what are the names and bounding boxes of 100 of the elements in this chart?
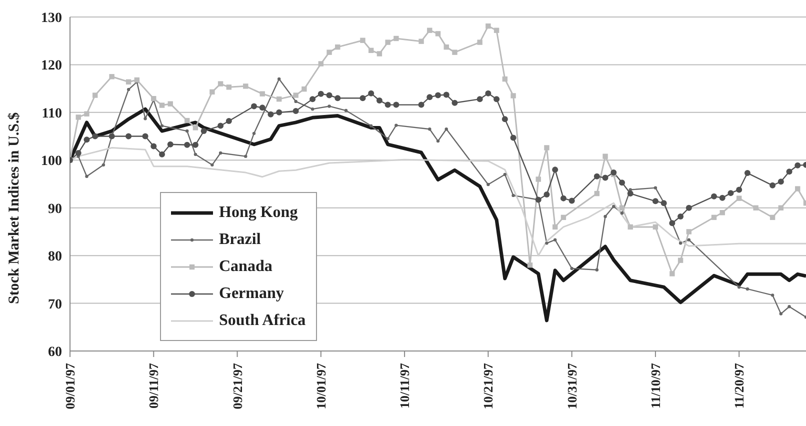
point [109, 74, 114, 80]
point [510, 93, 516, 98]
x-tick-label: 11/20/97 [732, 362, 747, 409]
point [134, 77, 140, 83]
point [159, 102, 165, 108]
legend-label: Germany [219, 284, 284, 302]
point [604, 214, 607, 218]
x-tick-label: 11/10/97 [648, 362, 663, 409]
point [126, 88, 130, 92]
point [418, 38, 424, 44]
point [302, 86, 307, 92]
point [310, 107, 314, 111]
point [428, 128, 432, 131]
point [686, 229, 692, 234]
point [778, 205, 784, 210]
point [252, 132, 256, 136]
point [560, 214, 566, 220]
point [277, 77, 281, 81]
point [512, 194, 515, 198]
point [192, 125, 198, 130]
y-tick-label: 90 [48, 202, 62, 217]
point [243, 84, 248, 89]
x-tick-label: 10/11/97 [397, 362, 412, 409]
point [753, 205, 758, 210]
point [779, 312, 783, 316]
point [144, 117, 147, 120]
point [687, 238, 691, 242]
point [678, 258, 684, 263]
x-tick-label: 09/01/97 [62, 362, 78, 410]
point [436, 139, 440, 143]
point [654, 186, 658, 190]
point [536, 176, 541, 182]
x-tick-label: 10/21/97 [480, 362, 496, 410]
point [494, 28, 500, 33]
point [486, 23, 491, 29]
point [711, 214, 717, 220]
point [746, 287, 750, 291]
point [619, 205, 625, 210]
point [394, 36, 399, 42]
point [737, 285, 741, 289]
point [386, 137, 390, 140]
point [527, 262, 533, 268]
y-tick-label: 80 [48, 250, 62, 265]
point [360, 38, 366, 43]
point [260, 91, 265, 96]
y-tick-label: 100 [41, 154, 62, 170]
x-tick-label: 10/01/97 [313, 362, 328, 410]
point [427, 28, 432, 33]
point [444, 128, 448, 131]
point [788, 305, 791, 308]
point [595, 268, 599, 272]
point [185, 129, 189, 133]
point [84, 111, 90, 116]
point [612, 204, 616, 208]
point [594, 190, 600, 196]
point [335, 44, 340, 50]
point [294, 100, 298, 104]
y-tick-label: 120 [41, 58, 62, 74]
point [435, 31, 441, 36]
y-tick-label: 70 [48, 297, 62, 312]
point [620, 212, 624, 215]
point [126, 79, 132, 84]
point [444, 44, 449, 50]
point [477, 40, 482, 45]
point [344, 108, 348, 112]
point [318, 61, 324, 66]
y-tick-label: 130 [41, 10, 62, 26]
point [770, 294, 774, 297]
point [795, 186, 800, 192]
point [328, 104, 331, 108]
point [160, 124, 164, 128]
point [486, 182, 490, 186]
x-tick-label: 09/11/97 [146, 362, 162, 409]
point [218, 151, 222, 155]
legend-label: Hong Kong [219, 204, 298, 222]
point [628, 224, 633, 230]
point [276, 96, 282, 102]
x-tick-label: 10/31/97 [564, 362, 580, 410]
point [502, 76, 508, 82]
point [76, 114, 81, 120]
point [85, 174, 88, 178]
y-axis-title: Stock Market Indices in U.S.$ [6, 112, 22, 304]
point [503, 172, 507, 176]
point [552, 224, 558, 230]
point [184, 118, 190, 124]
point [151, 96, 156, 102]
point [226, 84, 232, 90]
point [210, 163, 214, 167]
point [368, 48, 374, 53]
point [553, 238, 557, 242]
point [736, 196, 742, 201]
point [293, 92, 298, 98]
legend-label: Brazil [219, 230, 261, 248]
point [168, 101, 173, 106]
point [194, 152, 198, 156]
point [570, 266, 574, 270]
point [369, 124, 373, 128]
point [394, 124, 398, 127]
legend-label: Canada [219, 258, 272, 276]
point [670, 271, 675, 276]
